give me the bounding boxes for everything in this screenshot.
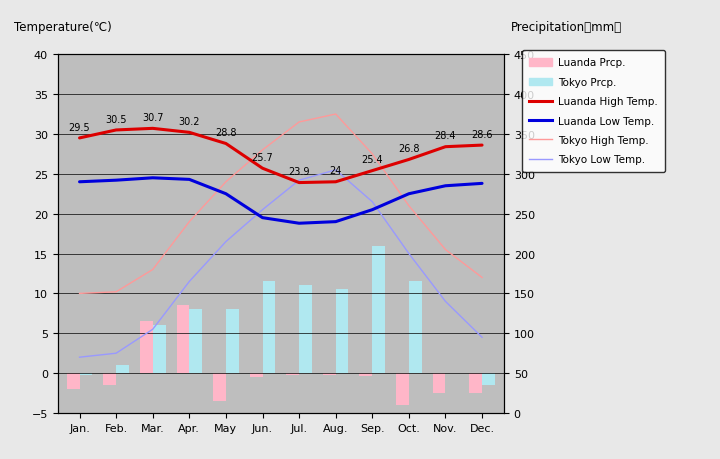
Text: 26.8: 26.8: [398, 144, 420, 154]
Bar: [153, 325, 166, 373]
Text: 28.4: 28.4: [435, 131, 456, 141]
Bar: [104, 373, 116, 385]
Text: 23.9: 23.9: [288, 167, 310, 177]
Bar: [299, 286, 312, 373]
Text: 24: 24: [330, 166, 342, 176]
Bar: [323, 373, 336, 375]
Bar: [263, 282, 275, 373]
Bar: [116, 365, 129, 373]
Text: 29.5: 29.5: [68, 122, 91, 132]
Bar: [287, 373, 299, 375]
Bar: [226, 310, 239, 373]
Bar: [176, 306, 189, 373]
Text: 30.2: 30.2: [179, 117, 200, 127]
Text: 25.4: 25.4: [361, 155, 383, 165]
Text: 28.8: 28.8: [215, 128, 237, 138]
Text: Precipitation（mm）: Precipitation（mm）: [511, 22, 622, 34]
Text: Temperature(℃): Temperature(℃): [14, 22, 112, 34]
Bar: [140, 322, 153, 373]
Bar: [396, 373, 409, 405]
Bar: [359, 373, 372, 376]
Bar: [67, 373, 79, 389]
Bar: [433, 373, 446, 393]
Bar: [250, 373, 263, 377]
Text: 25.7: 25.7: [251, 152, 274, 162]
Bar: [372, 246, 385, 373]
Bar: [336, 290, 348, 373]
Text: 30.7: 30.7: [142, 113, 163, 123]
Bar: [409, 282, 422, 373]
Bar: [482, 373, 495, 385]
Legend: Luanda Prcp., Tokyo Prcp., Luanda High Temp., Luanda Low Temp., Tokyo High Temp.: Luanda Prcp., Tokyo Prcp., Luanda High T…: [522, 51, 665, 172]
Bar: [189, 310, 202, 373]
Text: 28.6: 28.6: [472, 129, 492, 140]
Text: 30.5: 30.5: [105, 114, 127, 124]
Bar: [469, 373, 482, 393]
Bar: [79, 373, 92, 375]
Bar: [213, 373, 226, 401]
